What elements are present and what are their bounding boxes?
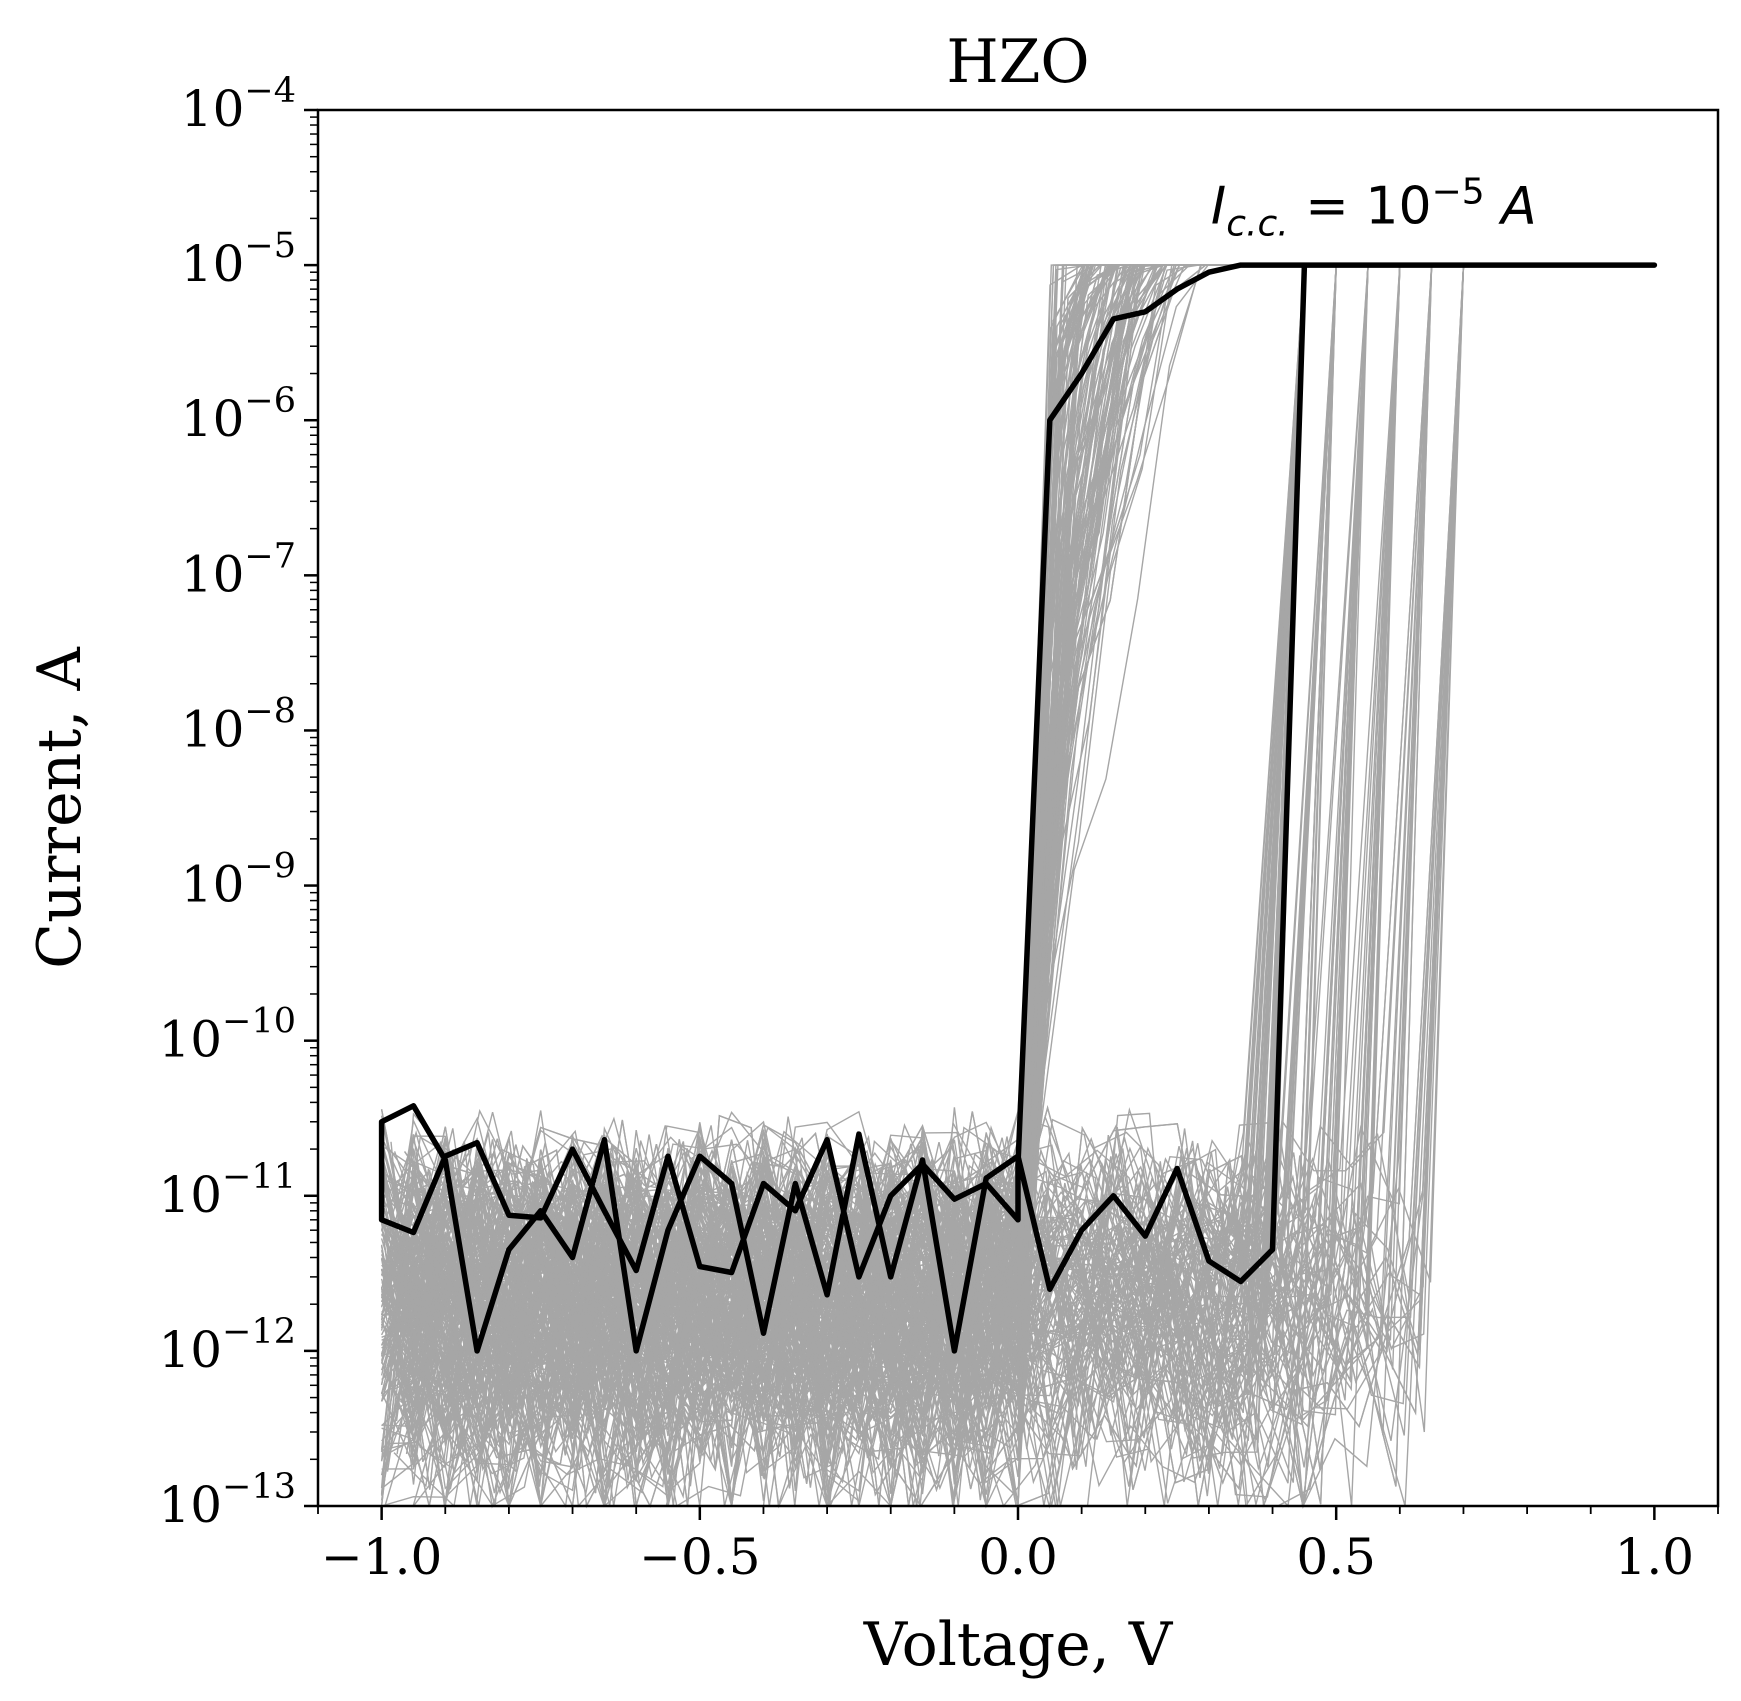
y-tick-base: 10 (181, 700, 245, 758)
y-tick-label: 10−13 (159, 1467, 297, 1534)
highlight-cycle-group (378, 262, 1658, 1354)
y-tick-exponent: −6 (244, 381, 296, 421)
compliance-annotation: Ic.c. = 10−5 A (1211, 171, 1537, 244)
y-tick-label: 10−10 (159, 1002, 297, 1069)
y-tick-exponent: −9 (244, 847, 296, 887)
y-tick-base: 10 (181, 235, 245, 293)
y-tick-exponent: −10 (222, 1002, 296, 1042)
y-tick-base: 10 (159, 1166, 223, 1224)
background-cycle-line (380, 264, 1641, 1494)
annotation-symbol: I (1211, 176, 1226, 236)
y-tick-label: 10−4 (181, 71, 296, 138)
annotation-equals: = 10 (1289, 176, 1432, 236)
background-cycle-line (380, 264, 1624, 1507)
background-cycles-group (380, 264, 1655, 1509)
y-tick-base: 10 (181, 390, 245, 448)
background-cycle-line (380, 264, 1651, 1509)
annotation-superscript: −5 (1432, 171, 1485, 212)
y-tick-base: 10 (159, 1476, 223, 1534)
y-axis-ticks: 10−1310−1210−1110−1010−910−810−710−610−5… (159, 71, 318, 1534)
y-tick-exponent: −11 (222, 1157, 296, 1197)
y-axis-label: Current, A (25, 647, 95, 969)
background-cycle-line (380, 264, 1632, 1503)
x-tick-label: 0.5 (1296, 1528, 1376, 1586)
annotation-unit: A (1485, 176, 1537, 236)
y-tick-label: 10−6 (181, 381, 296, 448)
background-cycle-line (380, 264, 1651, 1419)
highlight-cycle-line (378, 262, 1658, 1354)
x-axis-label: Voltage, V (863, 1610, 1174, 1680)
background-cycle-line (380, 264, 1642, 1508)
y-tick-label: 10−12 (159, 1312, 297, 1379)
y-tick-label: 10−7 (181, 536, 296, 603)
y-tick-label: 10−8 (181, 691, 296, 758)
x-tick-label: −0.5 (639, 1528, 760, 1586)
y-tick-label: 10−11 (159, 1157, 297, 1224)
background-cycle-line (381, 264, 1646, 1395)
background-cycle-line (381, 264, 1630, 1424)
y-tick-label: 10−5 (181, 226, 296, 293)
background-cycle-line (381, 264, 1627, 1507)
chart-title: HZO (946, 27, 1089, 97)
y-tick-base: 10 (159, 1011, 223, 1069)
y-tick-base: 10 (181, 856, 245, 914)
background-cycle-line (380, 264, 1635, 1443)
y-tick-exponent: −5 (244, 226, 296, 266)
y-tick-base: 10 (181, 80, 245, 138)
x-tick-label: −1.0 (321, 1528, 442, 1586)
y-tick-exponent: −4 (244, 71, 296, 111)
background-cycle-line (380, 264, 1633, 1471)
y-tick-base: 10 (181, 545, 245, 603)
x-tick-label: 1.0 (1615, 1528, 1695, 1586)
background-cycle-line (380, 264, 1654, 1421)
background-cycle-line (381, 264, 1640, 1507)
background-cycle-line (380, 264, 1650, 1507)
background-cycle-line (380, 264, 1640, 1507)
y-tick-exponent: −8 (244, 691, 296, 731)
y-tick-exponent: −13 (222, 1467, 296, 1507)
x-tick-label: 0.0 (978, 1528, 1058, 1586)
background-cycle-line (380, 264, 1641, 1503)
y-tick-exponent: −12 (222, 1312, 296, 1352)
background-cycle-line (381, 264, 1640, 1507)
background-cycle-line (381, 264, 1640, 1478)
background-cycle-line (380, 264, 1631, 1509)
y-tick-base: 10 (159, 1321, 223, 1379)
background-cycle-line (380, 264, 1630, 1349)
y-tick-exponent: −7 (244, 536, 296, 576)
y-tick-label: 10−9 (181, 847, 296, 914)
x-axis-ticks: −1.0 −0.5 0.0 0.5 1.0 (317, 1506, 1719, 1586)
annotation-subscript: c.c. (1226, 203, 1288, 244)
